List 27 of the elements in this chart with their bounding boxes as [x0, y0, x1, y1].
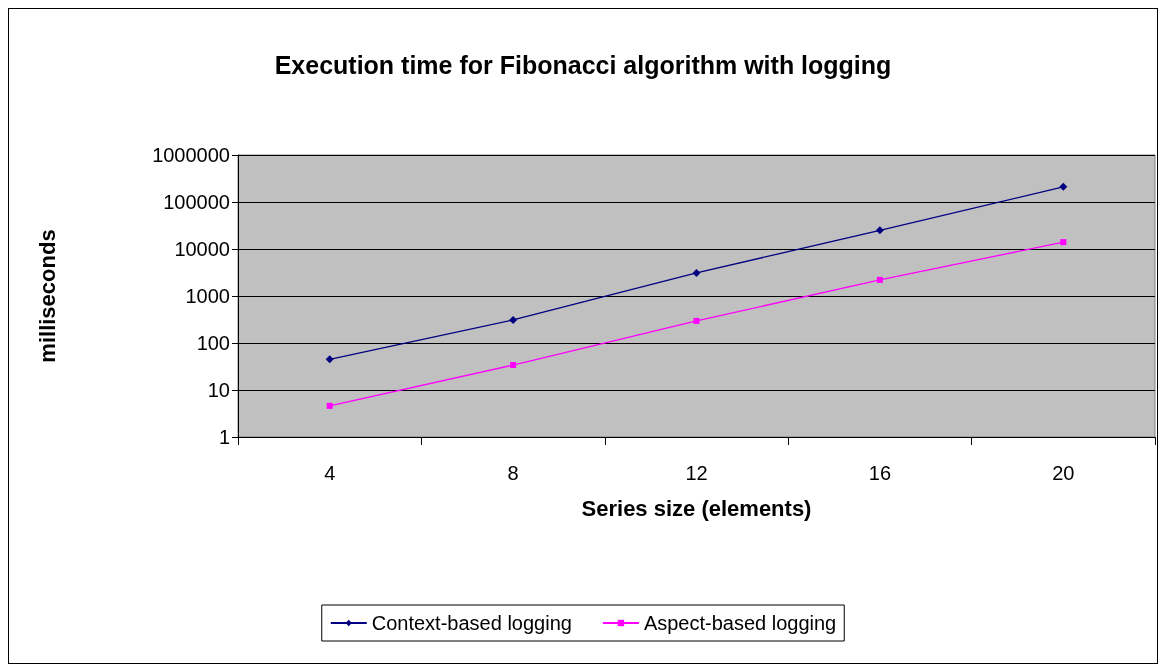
y-axis-title: milliseconds [34, 229, 60, 363]
x-tick-label: 12 [685, 462, 708, 484]
chart-title: Execution time for Fibonacci algorithm with logging [274, 50, 892, 79]
x-tick-label: 8 [507, 462, 519, 484]
point [1060, 239, 1067, 246]
y-tick-label: 100000 [163, 191, 230, 213]
y-tick-label: 100 [196, 332, 230, 354]
legend-label: Aspect-based logging [643, 612, 837, 634]
point [326, 402, 333, 409]
point [510, 362, 517, 369]
y-tick-label: 1 [218, 426, 230, 448]
x-axis-title: Series size (elements) [581, 495, 812, 521]
point [509, 315, 518, 324]
y-tick-label: 10000 [174, 238, 230, 260]
y-tick-label: 1000000 [152, 144, 230, 166]
x-tick-label: 20 [1052, 462, 1075, 484]
legend-label: Context-based logging [371, 612, 572, 634]
y-tick-label: 10 [207, 379, 230, 401]
point [876, 276, 883, 283]
y-tick-label: 1000 [185, 285, 230, 307]
point [325, 355, 334, 364]
x-tick-label: 16 [868, 462, 892, 484]
x-tick-label: 4 [324, 462, 336, 484]
point [1059, 182, 1068, 191]
point [875, 226, 884, 235]
point [692, 268, 701, 277]
point [693, 317, 700, 324]
